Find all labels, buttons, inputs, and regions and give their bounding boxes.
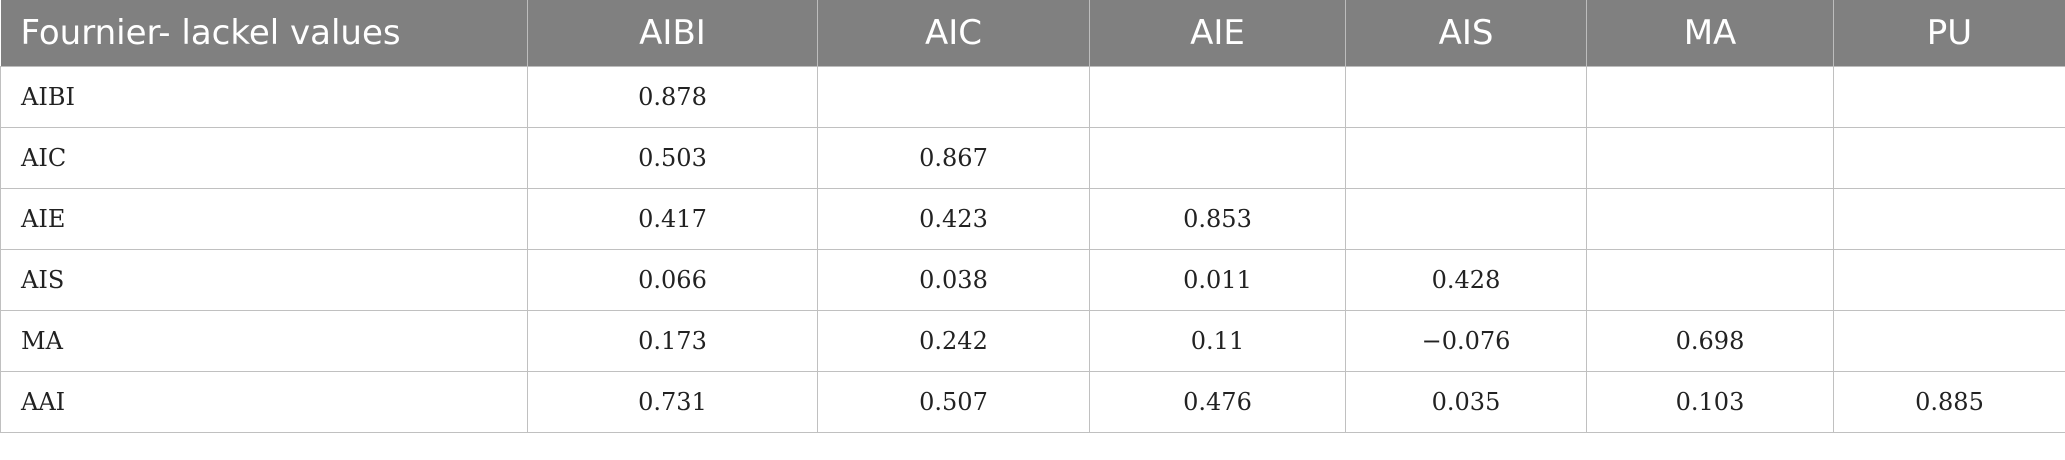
table-cell xyxy=(1833,249,2065,311)
table-cell: 0.878 xyxy=(527,66,818,128)
row-label: AIE xyxy=(0,188,528,250)
table-cell xyxy=(1089,127,1346,189)
table-cell: 0.731 xyxy=(527,371,818,433)
row-label: MA xyxy=(0,310,528,372)
table-cell: 0.867 xyxy=(817,127,1090,189)
table-cell xyxy=(1586,188,1834,250)
table-cell: 0.507 xyxy=(817,371,1090,433)
row-label: AIS xyxy=(0,249,528,311)
header-cell-ma: MA xyxy=(1586,0,1834,67)
header-row: Fournier- lackel values AIBI AIC AIE AIS… xyxy=(0,0,2065,67)
table-cell xyxy=(1586,249,1834,311)
table-cell: 0.242 xyxy=(817,310,1090,372)
fornell-larcker-table: Fournier- lackel values AIBI AIC AIE AIS… xyxy=(0,0,2065,433)
table-row: AIS 0.066 0.038 0.011 0.428 xyxy=(0,249,2065,311)
header-cell-pu: PU xyxy=(1833,0,2065,67)
table-cell: 0.428 xyxy=(1345,249,1587,311)
table-row: AIBI 0.878 xyxy=(0,66,2065,128)
table-cell: 0.423 xyxy=(817,188,1090,250)
header-cell-aie: AIE xyxy=(1089,0,1346,67)
table-cell xyxy=(817,66,1090,128)
row-label: AIC xyxy=(0,127,528,189)
table-cell: 0.417 xyxy=(527,188,818,250)
row-label: AIBI xyxy=(0,66,528,128)
table-cell: 0.011 xyxy=(1089,249,1346,311)
table-cell: 0.11 xyxy=(1089,310,1346,372)
table-cell: 0.066 xyxy=(527,249,818,311)
table-cell xyxy=(1345,188,1587,250)
table-cell: 0.503 xyxy=(527,127,818,189)
table-cell xyxy=(1833,66,2065,128)
row-label: AAI xyxy=(0,371,528,433)
table-row: AAI 0.731 0.507 0.476 0.035 0.103 0.885 xyxy=(0,371,2065,433)
header-cell-title: Fournier- lackel values xyxy=(0,0,528,67)
header-cell-aibi: AIBI xyxy=(527,0,818,67)
table-cell xyxy=(1089,66,1346,128)
table-row: AIC 0.503 0.867 xyxy=(0,127,2065,189)
table-row: MA 0.173 0.242 0.11 −0.076 0.698 xyxy=(0,310,2065,372)
table-cell: 0.698 xyxy=(1586,310,1834,372)
table-cell xyxy=(1586,127,1834,189)
header-cell-ais: AIS xyxy=(1345,0,1587,67)
table-cell xyxy=(1586,66,1834,128)
table-cell: 0.038 xyxy=(817,249,1090,311)
table-cell: −0.076 xyxy=(1345,310,1587,372)
correlation-table-container: Fournier- lackel values AIBI AIC AIE AIS… xyxy=(0,0,2065,433)
table-cell: 0.035 xyxy=(1345,371,1587,433)
table-cell: 0.476 xyxy=(1089,371,1346,433)
table-cell: 0.853 xyxy=(1089,188,1346,250)
header-cell-aic: AIC xyxy=(817,0,1090,67)
table-cell: 0.173 xyxy=(527,310,818,372)
table-cell xyxy=(1345,127,1587,189)
table-cell xyxy=(1833,127,2065,189)
table-cell: 0.103 xyxy=(1586,371,1834,433)
table-cell xyxy=(1833,310,2065,372)
table-cell: 0.885 xyxy=(1833,371,2065,433)
table-cell xyxy=(1345,66,1587,128)
table-row: AIE 0.417 0.423 0.853 xyxy=(0,188,2065,250)
table-cell xyxy=(1833,188,2065,250)
